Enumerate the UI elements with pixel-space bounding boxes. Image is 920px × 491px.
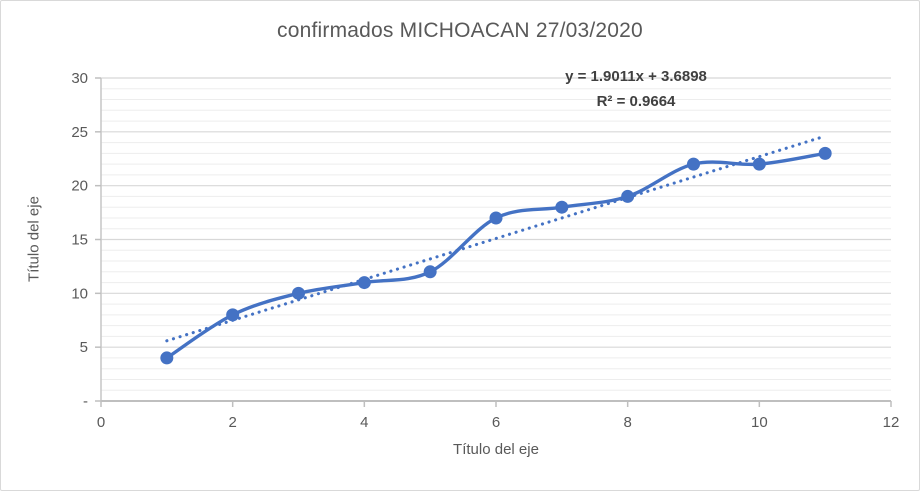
data-point-marker[interactable]	[621, 189, 635, 203]
data-point-marker[interactable]	[687, 157, 700, 171]
trendline-equation: y = 1.9011x + 3.6898	[565, 68, 707, 85]
x-axis-title: Título del eje	[453, 441, 539, 458]
data-point-marker[interactable]	[752, 157, 766, 171]
series-line[interactable]	[165, 151, 827, 360]
chart-title: confirmados MICHOACAN 27/03/2020	[277, 19, 643, 42]
x-tick-label: 4	[360, 414, 368, 431]
data-point-marker[interactable]	[818, 146, 832, 160]
y-tick-label: 10	[71, 285, 88, 302]
data-point-marker[interactable]	[555, 200, 569, 214]
data-point-marker[interactable]	[423, 265, 437, 279]
trendline-label: y = 1.9011x + 3.6898 R² = 0.9664	[521, 64, 751, 114]
data-point-marker[interactable]	[160, 351, 174, 365]
x-tick-label: 10	[751, 414, 768, 431]
y-axis-title: Título del eje	[25, 196, 43, 282]
x-tick-label: 0	[97, 414, 105, 431]
y-tick-label: 5	[80, 339, 88, 356]
x-tick-label: 8	[623, 414, 631, 431]
x-tick-label: 12	[883, 414, 900, 431]
x-tick-label: 6	[492, 414, 500, 431]
data-point-marker[interactable]	[489, 211, 503, 225]
y-tick-label: 15	[71, 232, 88, 249]
trendline[interactable]	[165, 134, 827, 343]
y-tick-label: -	[83, 393, 88, 410]
data-point-marker[interactable]	[226, 308, 240, 322]
x-tick-label: 2	[228, 414, 236, 431]
y-tick-label: 25	[71, 124, 88, 141]
trendline-r-squared: R² = 0.9664	[596, 93, 676, 110]
data-point-marker[interactable]	[357, 276, 371, 290]
y-tick-label: 30	[71, 70, 88, 87]
y-tick-label: 20	[71, 178, 88, 195]
data-point-marker[interactable]	[292, 286, 305, 300]
